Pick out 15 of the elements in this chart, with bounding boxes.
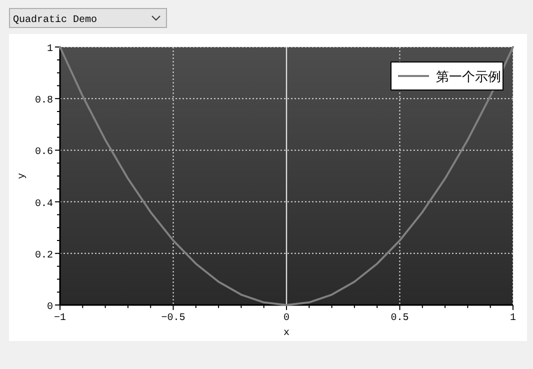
y-tick-label: 0.2 [34, 250, 53, 262]
y-tick-label: 0 [46, 302, 53, 313]
y-axis-title: y [17, 172, 28, 180]
y-tick-label: 1 [46, 44, 53, 55]
x-tick-label: 1 [510, 313, 516, 324]
legend-label: 第一个示例 [436, 69, 501, 84]
y-tick-label: 0.4 [34, 198, 53, 210]
y-tick-label: 0.8 [34, 96, 53, 107]
x-tick-label: 0.5 [390, 313, 409, 324]
x-tick-label: 0 [283, 313, 290, 324]
x-axis-title: x [283, 328, 290, 339]
x-tick-label: −0.5 [161, 313, 186, 324]
annotation: Quadratic Demo [9, 8, 167, 28]
y-tick-label: 0.6 [34, 147, 53, 158]
x-tick-label: −1 [54, 313, 66, 324]
